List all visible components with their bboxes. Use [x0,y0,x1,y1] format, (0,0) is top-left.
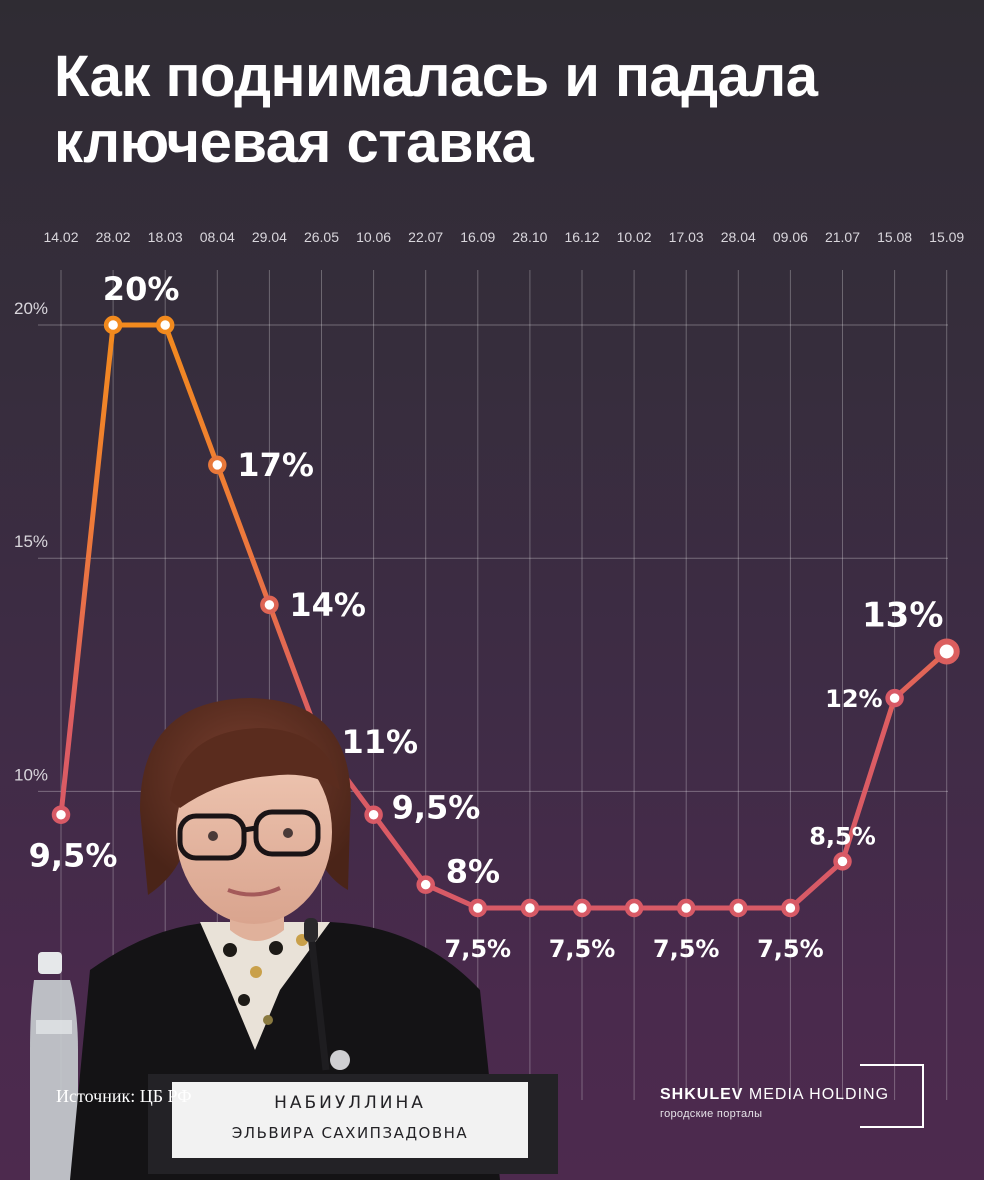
x-tick-label: 22.07 [408,229,443,245]
data-point [260,595,279,615]
data-label: 7,5% [757,935,824,963]
data-points [51,315,960,918]
data-label: 13% [862,595,943,635]
y-tick-label: 20% [14,299,48,318]
publisher-logo: SHKULEV MEDIA HOLDING городские порталы [660,1064,930,1130]
title-line-2: ключевая ставка [54,110,534,175]
logo-brand-rest: MEDIA HOLDING [743,1086,890,1103]
data-point [208,455,227,475]
data-labels: 9,5% 20% 17% 14% 11% 9,5% 8% 7,5% 7,5% 7,5% 7,5% 8,… [29,270,944,963]
y-tick-label: 15% [14,532,48,551]
x-tick-label: 09.06 [773,229,808,245]
x-tick-label: 10.06 [356,229,391,245]
data-label: 7,5% [653,935,720,963]
data-point [51,805,71,824]
x-tick-label: 08.04 [200,229,235,245]
series-line [58,322,950,911]
data-point [520,898,540,918]
data-label: 9,5% [29,837,118,875]
data-point [155,315,175,335]
data-label: 7,5% [549,935,616,963]
x-tick-label: 10.02 [617,229,652,245]
data-point [729,898,748,918]
nameplate: НАБИУЛЛИНА ЭЛЬВИРА САХИПЗАДОВНА [148,1074,558,1174]
logo-brand: SHKULEV MEDIA HOLDING [660,1086,889,1104]
x-tick-label: 21.07 [825,229,860,245]
bottle-icon [30,952,78,1180]
x-tick-label: 17.03 [669,229,704,245]
logo-frame-icon [860,1064,924,1128]
data-point [624,898,644,918]
x-tick-label: 26.05 [304,229,339,245]
y-tick-label: 10% [14,765,48,784]
data-label: 17% [237,446,314,484]
data-point [676,898,696,918]
x-tick-label: 28.04 [721,229,756,245]
data-point [885,688,904,708]
x-tick-label: 18.03 [148,229,183,245]
x-tick-label: 14.02 [43,229,78,245]
data-label: 12% [825,685,882,713]
data-label: 9,5% [392,789,481,827]
nameplate-surname: НАБИУЛЛИНА [274,1093,426,1113]
data-point [468,898,488,918]
x-tick-label: 29.04 [252,229,287,245]
portrait-illustration: НАБИУЛЛИНА ЭЛЬВИРА САХИПЗАДОВНА [30,698,558,1180]
data-point [833,852,852,871]
data-label: 14% [289,586,366,624]
data-label: 11% [342,723,419,761]
data-point [933,638,960,665]
x-tick-label: 15.09 [929,229,964,245]
title-line-1: Как поднималась и падала [54,44,818,109]
data-point [364,805,383,824]
data-point [103,315,123,335]
logo-brand-bold: SHKULEV [660,1086,744,1103]
x-tick-label: 15.08 [877,229,912,245]
x-axis-ticks: 14.02 28.02 18.03 08.04 29.04 26.05 10.06 22.07… [43,229,964,245]
logo-subtitle: городские порталы [660,1108,763,1120]
data-label: 7,5% [445,935,512,963]
chart-title: Как поднималась и падала ключевая ставка [54,44,954,176]
data-point [416,875,435,894]
x-tick-label: 28.10 [512,229,547,245]
nameplate-name: ЭЛЬВИРА САХИПЗАДОВНА [232,1124,468,1142]
data-point [781,898,800,918]
x-tick-label: 28.02 [96,229,131,245]
x-tick-label: 16.09 [460,229,495,245]
data-label: 20% [103,270,180,308]
source-note: Источник: ЦБ РФ [56,1086,192,1106]
y-axis-ticks: 10% 15% 20% [14,299,48,784]
x-tick-label: 16.12 [564,229,599,245]
data-label: 8% [446,853,500,891]
data-label: 8,5% [809,822,876,850]
data-point [572,898,592,918]
